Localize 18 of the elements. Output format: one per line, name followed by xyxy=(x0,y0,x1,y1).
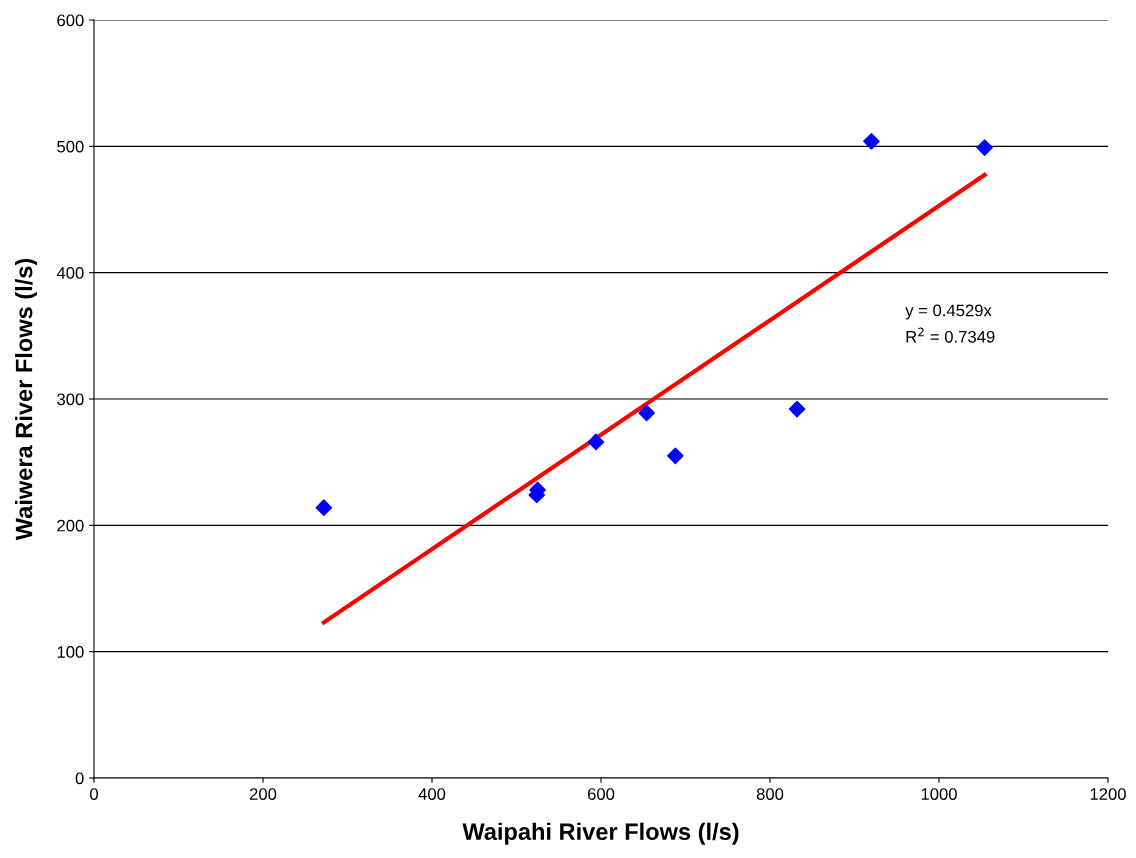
y-tick-label: 200 xyxy=(57,519,84,532)
x-axis-title: Waipahi River Flows (l/s) xyxy=(462,822,739,845)
y-tick-label: 600 xyxy=(57,14,84,27)
x-tick-label: 600 xyxy=(587,788,615,800)
y-tick-label: 0 xyxy=(75,772,84,785)
x-tick-label: 400 xyxy=(418,788,446,800)
y-tick-label: 300 xyxy=(57,393,84,406)
x-tick-label: 0 xyxy=(90,788,98,800)
x-tick-label: 200 xyxy=(249,788,277,800)
x-tick-label: 1000 xyxy=(921,788,957,800)
y-tick-label: 400 xyxy=(56,267,84,279)
y-tick-label: 500 xyxy=(57,140,84,153)
y-tick-label: 100 xyxy=(57,646,84,658)
x-tick-label: 800 xyxy=(756,788,784,800)
annotation: y = 0.4529x xyxy=(905,304,992,320)
y-axis-title: Waiwera River Flows (l/s) xyxy=(15,258,38,541)
annotation: R$^{2}$ = 0.7349 xyxy=(906,327,995,343)
x-tick-label: 1200 xyxy=(1090,788,1126,800)
